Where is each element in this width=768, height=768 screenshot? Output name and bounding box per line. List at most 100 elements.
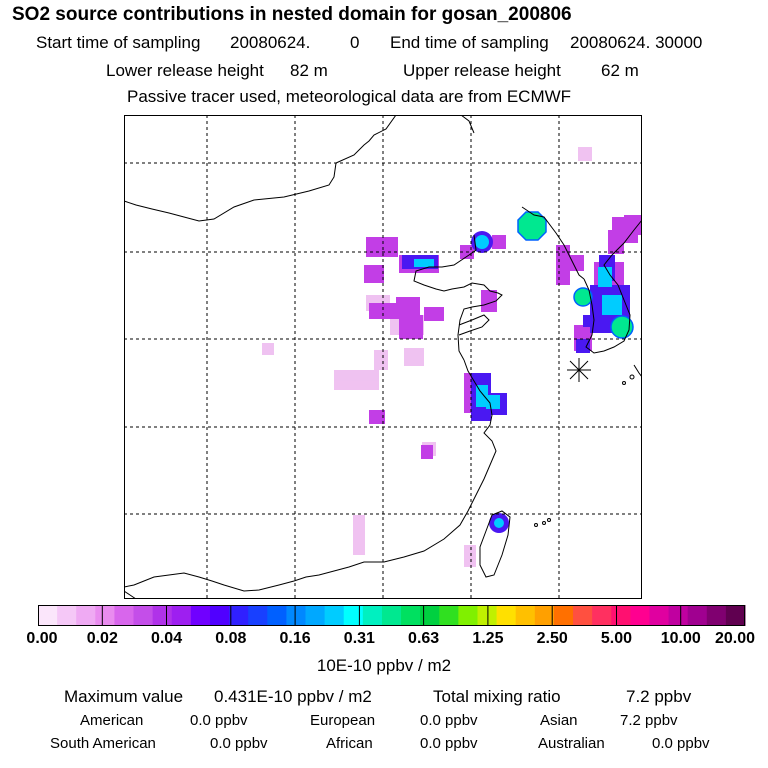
total-mixing-value: 7.2 ppbv (626, 687, 692, 706)
end-time-label: End time of sampling (390, 33, 549, 52)
colorbar-cell (573, 605, 593, 626)
island-dot (629, 374, 635, 380)
korea-china-border (521, 206, 585, 280)
colorbar-cell (95, 605, 115, 626)
colorbar-tick-label: 0.00 (26, 630, 58, 647)
start-time-hour: 0 (350, 33, 360, 52)
colorbar-cell (496, 605, 517, 626)
colorbar-tick-label: 0.04 (150, 630, 183, 647)
receptor-marker (567, 358, 591, 382)
colorbar-tick-label: 0.31 (343, 630, 375, 647)
colorbar-cell (324, 605, 345, 626)
colorbar-cell (725, 605, 746, 626)
region-value: 0.0 ppbv (420, 712, 478, 729)
region-name: African (326, 735, 373, 752)
colorbar-cell (209, 605, 230, 626)
colorbar-cell (190, 605, 211, 626)
region-name: Australian (538, 735, 605, 752)
colorbar-cell (553, 605, 574, 626)
data-source-note: Passive tracer used, meteorological data… (127, 87, 572, 106)
region-name: European (310, 712, 376, 729)
colorbar-cell (687, 605, 708, 626)
colorbar-tick-label: 0.16 (279, 630, 311, 647)
hainan-coastline (124, 590, 137, 599)
colorbar-tick-label: 0.08 (215, 630, 247, 647)
colorbar-tick-label: 2.50 (536, 630, 568, 647)
region-value: 0.0 ppbv (210, 735, 268, 752)
colorbar-cell (420, 605, 440, 626)
upper-height-label: Upper release height (403, 61, 561, 80)
region-name: American (80, 712, 144, 729)
island-dot (542, 521, 546, 525)
upper-height-value: 62 m (601, 61, 639, 80)
colorbar-cell (286, 605, 307, 626)
china-north-border (460, 115, 475, 134)
region-value: 7.2 ppbv (620, 712, 678, 729)
colorbar-cell (439, 605, 459, 626)
colorbar-cell (171, 605, 192, 626)
max-value: 0.431E-10 ppbv / m2 (214, 687, 372, 706)
colorbar-cell (57, 605, 77, 626)
colorbar-cell (152, 605, 173, 626)
region-name: Asian (540, 712, 578, 729)
korea-coastline (583, 219, 642, 354)
island-dot (547, 518, 551, 522)
colorbar-cell (458, 605, 478, 626)
region-value: 0.0 ppbv (420, 735, 478, 752)
colorbar-cell (592, 605, 612, 626)
colorbar-tick-label: 0.02 (86, 630, 118, 647)
colorbar-cell (114, 605, 135, 626)
colorbar-cell (267, 605, 287, 626)
taiwan-coastline (479, 510, 511, 578)
start-time-value: 20080624. (230, 33, 311, 52)
colorbar-cell (362, 605, 383, 626)
chart-title: SO2 source contributions in nested domai… (12, 4, 572, 25)
shandong-peninsula (458, 314, 490, 336)
colorbar-tick-label: 20.00 (714, 630, 756, 647)
colorbar-cell (76, 605, 96, 626)
colorbar-cell (38, 605, 58, 626)
colorbar-cell (534, 605, 555, 626)
colorbar-cell (343, 605, 364, 626)
colorbar-frame (38, 605, 745, 626)
map-panel (124, 115, 642, 599)
colorbar-cell (515, 605, 536, 626)
colorbar-cell (401, 605, 421, 626)
peak-plumes (517, 211, 634, 339)
island-dot (622, 381, 626, 385)
start-time-label: Start time of sampling (36, 33, 201, 52)
colorbar (38, 605, 746, 626)
colorbar-cell (305, 605, 326, 626)
china-mongolia-border (124, 115, 397, 222)
end-time-value: 20080624. 30000 (570, 33, 703, 52)
colorbar-cell (706, 605, 727, 626)
colorbar-cell (133, 605, 154, 626)
colorbar-cell (248, 605, 268, 626)
colorbar-cell (611, 605, 631, 626)
map-frame (124, 115, 642, 599)
lower-height-value: 82 m (290, 61, 328, 80)
colorbar-tick-label: 5.00 (600, 630, 633, 647)
colorbar-cell (630, 605, 650, 626)
colorbar-cell (381, 605, 402, 626)
china-east-coastline (124, 359, 497, 592)
coastlines (124, 115, 642, 599)
colorbar-cell (649, 605, 670, 626)
contribution-field (262, 147, 642, 567)
colorbar-tick-label: 10.00 (660, 630, 701, 647)
colorbar-cell (229, 605, 249, 626)
region-value: 0.0 ppbv (652, 735, 710, 752)
colorbar-cell (668, 605, 689, 626)
bohai-coastline (413, 234, 503, 361)
region-name: South American (50, 735, 156, 752)
colorbar-tick-label: 0.63 (408, 630, 440, 647)
colorbar-cell (477, 605, 498, 626)
high-plumes (414, 235, 622, 528)
colorbar-unit: 10E-10 ppbv / m2 (316, 656, 452, 675)
total-mixing-label: Total mixing ratio (433, 687, 561, 706)
graticule (124, 115, 642, 599)
region-value: 0.0 ppbv (190, 712, 248, 729)
island-dot (534, 523, 538, 527)
max-value-label: Maximum value (64, 687, 184, 706)
lower-height-label: Lower release height (106, 61, 264, 80)
